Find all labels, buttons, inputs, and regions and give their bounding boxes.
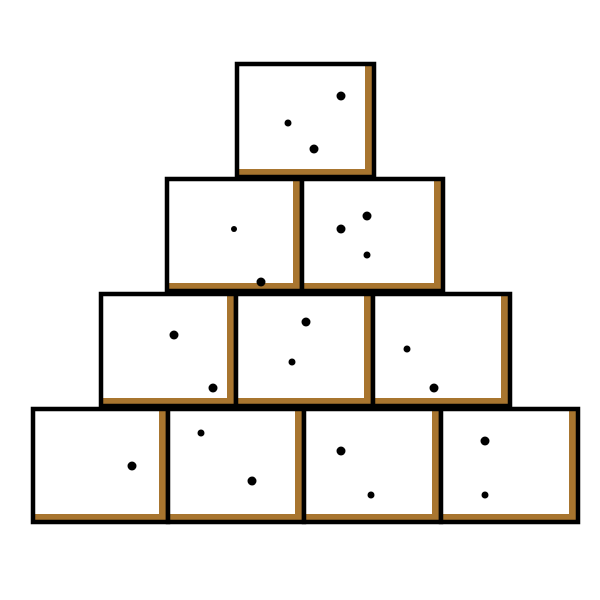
sugar-cube (301, 406, 444, 525)
sugar-speck (127, 461, 137, 471)
cube-bottom-shadow (101, 398, 236, 406)
cube-bottom-shadow (167, 283, 302, 291)
cube-bottom-shadow (302, 283, 443, 291)
sugar-speck (231, 226, 237, 232)
cube-face (236, 294, 373, 406)
sugar-speck (480, 436, 490, 446)
cube-side-shadow (569, 409, 578, 522)
cube-side-shadow (364, 294, 373, 406)
sugar-speck (256, 277, 266, 287)
cube-side-shadow (434, 179, 443, 291)
cube-face (373, 294, 510, 406)
sugar-speck (403, 345, 411, 353)
sugar-cube (370, 291, 513, 409)
sugar-speck (208, 383, 218, 393)
sugar-cube (438, 406, 581, 525)
cube-bottom-shadow (441, 514, 578, 522)
sugar-speck (169, 330, 179, 340)
cube-outline (299, 176, 446, 294)
sugar-speck (309, 144, 319, 154)
sugar-speck (301, 317, 311, 327)
cube-side-shadow (159, 409, 168, 522)
cube-face (441, 409, 578, 522)
cube-face (167, 179, 302, 291)
cube-side-shadow (432, 409, 441, 522)
cube-bottom-shadow (168, 514, 304, 522)
sugar-cube (165, 406, 307, 525)
sugar-speck (197, 429, 205, 437)
cube-outline (370, 291, 513, 409)
sugar-cube (299, 176, 446, 294)
sugar-speck (363, 251, 371, 259)
cube-side-shadow (227, 294, 236, 406)
sugar-cube (234, 61, 377, 180)
cube-bottom-shadow (304, 514, 441, 522)
sugar-speck (288, 358, 296, 366)
cube-face (237, 64, 374, 177)
cube-face (33, 409, 168, 522)
sugar-speck (481, 491, 489, 499)
cube-face (304, 409, 441, 522)
cube-bottom-shadow (373, 398, 510, 406)
sugar-speck (336, 91, 346, 101)
cube-face (302, 179, 443, 291)
sugar-cube (164, 176, 305, 294)
cube-bottom-shadow (236, 398, 373, 406)
cube-bottom-shadow (237, 169, 374, 177)
sugar-speck (247, 476, 257, 486)
sugar-speck (367, 491, 375, 499)
cube-face (168, 409, 304, 522)
sugar-cube (233, 291, 376, 409)
cube-bottom-shadow (33, 514, 168, 522)
sugar-cube (98, 291, 239, 409)
sugar-cube (30, 406, 171, 525)
cube-side-shadow (365, 64, 374, 177)
sugar-speck (362, 211, 372, 221)
sugar-speck (429, 383, 439, 393)
cube-side-shadow (293, 179, 302, 291)
cube-side-shadow (501, 294, 510, 406)
sugar-speck (284, 119, 292, 127)
cube-outline (438, 406, 581, 525)
sugar-speck (336, 224, 346, 234)
sugar-speck (336, 446, 346, 456)
cube-side-shadow (295, 409, 304, 522)
